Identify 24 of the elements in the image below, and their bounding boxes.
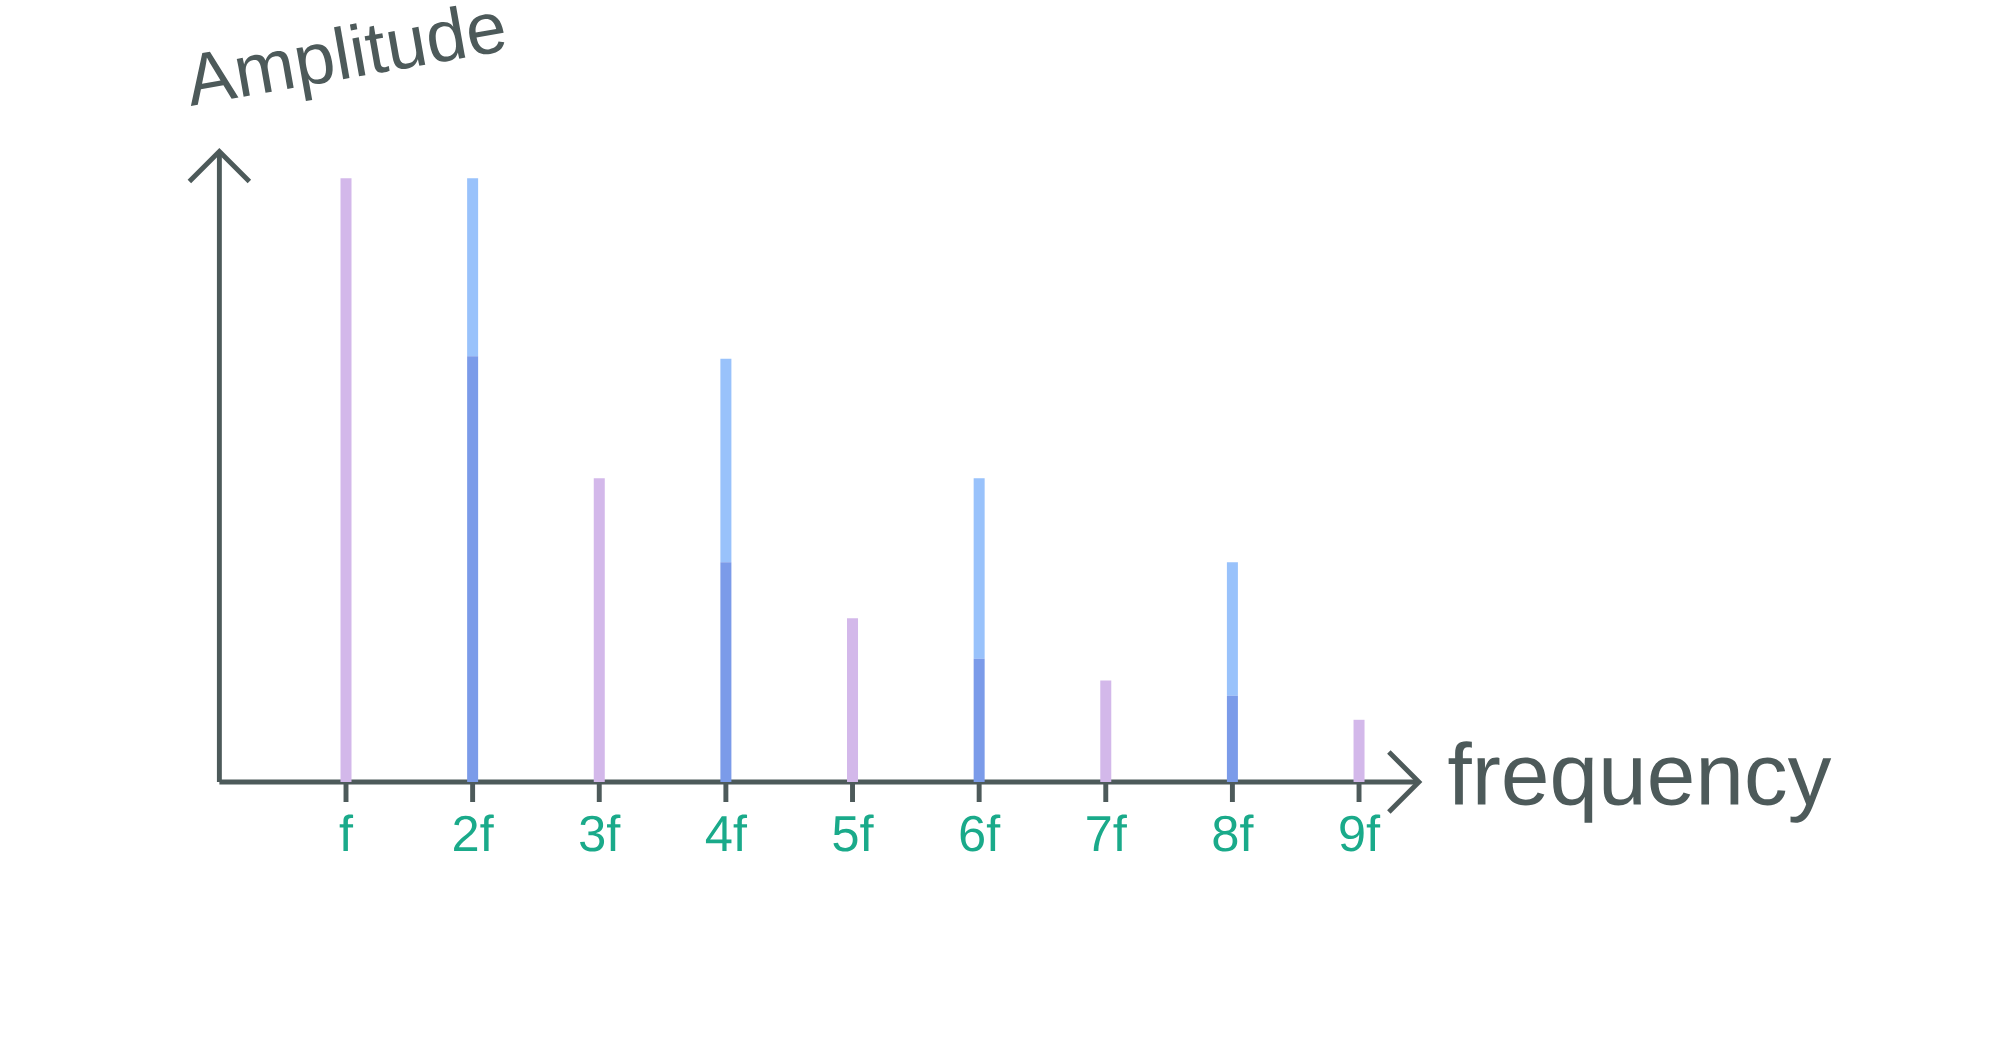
bar (340, 178, 352, 782)
x-tick-label: 8f (1213, 814, 1254, 852)
y-axis-title: Amplitude (190, 5, 505, 106)
bar (467, 356, 479, 782)
x-tick-label: f (339, 814, 354, 852)
bar (467, 178, 479, 357)
x-tick-label: 6f (960, 814, 1001, 852)
bar (973, 658, 985, 782)
bar (720, 358, 732, 563)
x-tick-label: 2f (454, 814, 494, 852)
x-tick-label: 5f (833, 814, 874, 852)
x-tick-label: 4f (705, 814, 748, 852)
bar (847, 618, 859, 782)
x-tick-label: 7f (1087, 814, 1127, 852)
x-tick-label: 3f (580, 814, 621, 852)
bar (1226, 562, 1238, 696)
x-axis-title: frequency (1448, 741, 1832, 823)
bar (1100, 680, 1112, 782)
bar (1353, 719, 1365, 782)
bar (720, 562, 732, 782)
bar (973, 478, 985, 659)
x-tick-label: 9f (1340, 814, 1381, 852)
bar (593, 478, 605, 782)
bar (1226, 695, 1238, 782)
